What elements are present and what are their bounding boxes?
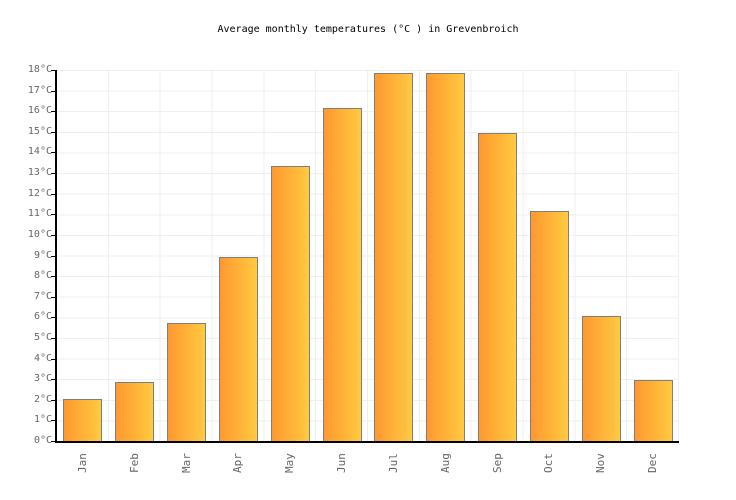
x-axis-label-jul: Jul [386,453,400,473]
y-axis-tick [51,317,55,318]
x-axis-label-nov: Nov [594,453,608,473]
bar-sep [478,132,518,441]
bar-jun [322,108,362,441]
bar-nov [581,316,621,441]
y-axis-label: 1°C [33,414,52,426]
x-axis-label-aug: Aug [438,453,452,473]
y-axis-tick [51,276,55,277]
y-axis-tick [51,256,55,257]
bar-mar [167,322,207,441]
bar-apr [218,256,258,441]
y-axis-tick [51,70,55,71]
y-axis-label: 13°C [27,167,52,179]
y-axis-label: 0°C [33,435,52,446]
bar-aug [426,73,466,441]
y-axis-label: 18°C [27,64,52,75]
x-axis-label-feb: Feb [127,453,141,473]
bar-jan [63,398,103,441]
y-axis-label: 4°C [33,352,52,364]
y-axis-tick [51,173,55,174]
x-axis-label-dec: Dec [646,453,660,473]
y-axis-tick [51,214,55,215]
y-axis-label: 16°C [27,105,52,117]
y-axis-label: 6°C [33,311,52,323]
plot-area [55,70,679,443]
y-axis-tick [51,400,55,401]
y-axis-label: 12°C [27,187,52,199]
y-axis-tick [51,152,55,153]
y-axis-label: 10°C [27,228,52,240]
y-axis-tick [51,338,55,339]
y-axis-label: 5°C [33,331,52,343]
x-axis-label-jan: Jan [75,453,89,473]
y-axis-tick [51,91,55,92]
y-axis-label: 8°C [33,270,52,282]
y-axis-label: 9°C [33,249,52,261]
y-axis-label: 2°C [33,393,52,405]
bar-may [270,165,310,441]
bar-feb [115,382,155,441]
y-axis-label: 7°C [33,290,52,302]
x-axis-label-oct: Oct [542,453,556,473]
x-axis-label-apr: Apr [231,453,245,473]
y-axis-label: 15°C [27,125,52,137]
y-axis-label: 17°C [27,84,52,96]
y-axis-tick [51,441,55,442]
x-axis-label-sep: Sep [490,453,504,473]
y-axis-tick [51,420,55,421]
y-axis-tick [51,379,55,380]
y-axis-tick [51,297,55,298]
bar-jul [374,73,414,441]
y-axis-tick [51,359,55,360]
y-axis-label: 14°C [27,146,52,158]
x-axis-label-mar: Mar [179,453,193,473]
y-axis-label: 11°C [27,208,52,220]
chart-title: Average monthly temperatures (°C ) in Gr… [217,24,519,35]
y-axis-tick [51,235,55,236]
x-axis-label-jun: Jun [335,453,349,473]
y-axis-tick [51,194,55,195]
bar-dec [633,380,673,441]
y-axis-tick [51,111,55,112]
y-axis-tick [51,132,55,133]
bar-oct [529,211,569,441]
y-axis-label: 3°C [33,373,52,385]
x-axis-label-may: May [283,453,297,473]
